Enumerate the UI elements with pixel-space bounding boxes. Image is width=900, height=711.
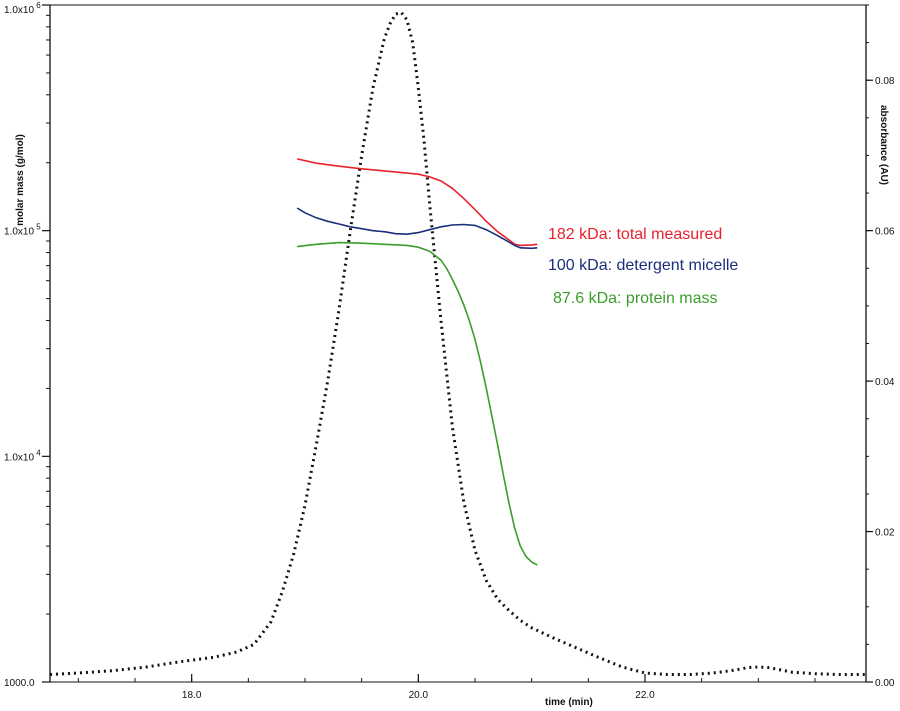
x-tick-label: 18.0 <box>182 690 202 701</box>
right-tick-label: 0.00 <box>875 678 895 689</box>
molar-mass-series-2 <box>296 207 538 250</box>
absorbance-trace <box>49 10 866 676</box>
left-tick-label: 1.0x10 6 <box>4 1 41 16</box>
x-tick-label: 20.0 <box>409 690 429 701</box>
right-tick-label: 0.04 <box>875 377 895 388</box>
left-tick-label: 1.0x10 5 <box>4 223 41 238</box>
x-tick-label: 22.0 <box>635 690 655 701</box>
annotation-detergent-micelle: 100 kDa: detergent micelle <box>548 257 738 274</box>
left-tick-label: 1000.0 <box>4 678 35 689</box>
left-tick-label: 1.0x10 4 <box>4 448 41 463</box>
right-tick-label: 0.08 <box>875 76 895 87</box>
right-tick-label: 0.06 <box>875 227 895 238</box>
right-y-axis-title: absorbance (AU) <box>878 105 889 185</box>
left-y-ticks: 1000.0 1.0x10 4 1.0x10 5 1.0x10 6 <box>4 1 50 689</box>
right-y-ticks: 0.00 0.02 0.04 0.06 0.08 <box>866 4 895 689</box>
molar-mass-series-1 <box>296 158 538 247</box>
series-layer <box>49 10 866 676</box>
annotation-total-measured: 182 kDa: total measured <box>548 226 722 243</box>
left-y-axis-title: molar mass (g/mol) <box>15 134 26 226</box>
molar-mass-series-3 <box>297 241 538 566</box>
x-axis-title: time (min) <box>545 697 593 708</box>
annotation-protein-mass: 87.6 kDa: protein mass <box>553 290 718 307</box>
x-ticks: 18.0 20.0 22.0 <box>77 674 816 701</box>
right-tick-label: 0.02 <box>875 528 895 539</box>
